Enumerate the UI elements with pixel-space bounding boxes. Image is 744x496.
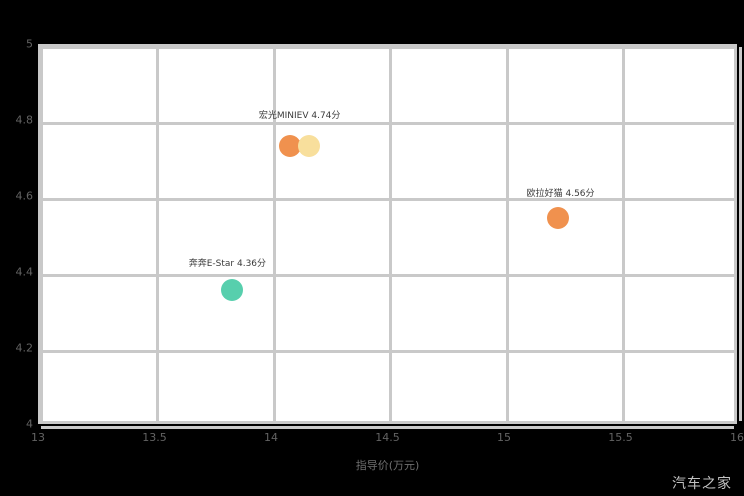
y-tick-label: 4.6 xyxy=(15,189,34,203)
x-tick-label: 16 xyxy=(730,431,744,444)
gridline-vertical xyxy=(505,47,509,421)
y-tick-label: 4.2 xyxy=(15,341,34,355)
y-tick-label: 4 xyxy=(26,417,33,431)
gridline-vertical xyxy=(389,47,392,421)
gridline-vertical xyxy=(622,47,625,421)
x-tick-label: 15.5 xyxy=(608,431,633,444)
x-tick-label: 14.5 xyxy=(375,431,400,444)
y-tick-label: 5 xyxy=(26,37,33,51)
gridline-vertical xyxy=(39,47,43,421)
gridline-horizontal xyxy=(41,197,734,201)
data-point[interactable] xyxy=(547,207,570,229)
gridline-horizontal xyxy=(41,121,734,125)
gridline-vertical xyxy=(156,47,159,421)
x-tick-label: 13.5 xyxy=(142,431,167,444)
y-tick-label: 4.4 xyxy=(15,265,34,279)
watermark-autohome: 汽车之家 xyxy=(672,476,732,492)
x-tick-label: 15 xyxy=(497,431,511,444)
point-annotation: 宏光MINIEV 4.74分 xyxy=(258,111,341,122)
point-annotation: 欧拉好猫 4.56分 xyxy=(526,189,595,199)
plot-area: 宏光MINIEV 4.74分欧拉好猫 4.56分奔奔E-Star 4.36分 xyxy=(38,44,742,429)
y-tick-label: 4.8 xyxy=(15,113,34,127)
x-axis-title: 指导价(万元) xyxy=(355,459,420,472)
gridline-horizontal xyxy=(41,425,734,429)
data-point[interactable] xyxy=(279,134,302,157)
x-tick-label: 13 xyxy=(31,431,45,444)
gridline-vertical xyxy=(738,47,742,421)
gridline-horizontal xyxy=(41,45,734,49)
data-point[interactable] xyxy=(221,279,244,302)
gridline-horizontal xyxy=(41,273,734,277)
point-annotation: 奔奔E-Star 4.36分 xyxy=(188,259,267,270)
gridline-horizontal xyxy=(41,349,734,353)
gridline-vertical xyxy=(272,47,276,421)
data-point[interactable] xyxy=(297,134,320,157)
x-tick-label: 14 xyxy=(264,431,278,444)
